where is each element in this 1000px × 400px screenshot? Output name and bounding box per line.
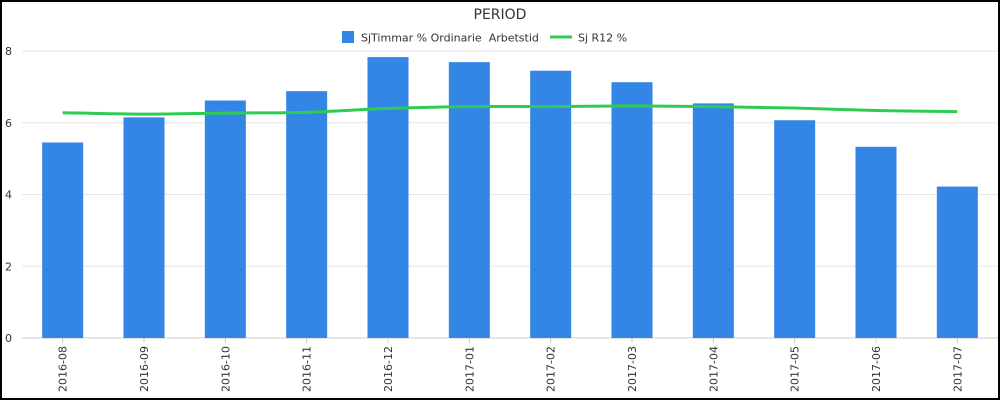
chart-title: PERIOD bbox=[474, 7, 527, 23]
x-tick-label: 2017-01 bbox=[463, 346, 476, 392]
bar[interactable] bbox=[611, 82, 653, 339]
bar-series bbox=[42, 57, 978, 339]
y-tick-label: 4 bbox=[5, 189, 12, 202]
bar[interactable] bbox=[42, 142, 84, 338]
bar[interactable] bbox=[448, 62, 490, 339]
x-tick-label: 2016-12 bbox=[382, 346, 395, 392]
x-tick-label: 2016-08 bbox=[57, 346, 70, 392]
x-tick-label: 2017-05 bbox=[789, 346, 802, 392]
x-axis: 2016-08 2016-09 2016-10 2016-11 2016-12 2017-… bbox=[57, 338, 964, 392]
bar[interactable] bbox=[367, 57, 409, 338]
legend-label-line: Sj R12 % bbox=[578, 32, 627, 45]
y-tick-label: 0 bbox=[5, 332, 12, 345]
r12-line[interactable] bbox=[62, 104, 958, 116]
y-axis: 0 2 4 6 8 bbox=[5, 45, 12, 345]
x-tick-label: 2017-07 bbox=[951, 346, 964, 392]
x-tick-label: 2017-04 bbox=[707, 346, 720, 392]
bar[interactable] bbox=[855, 146, 897, 338]
legend[interactable]: SjTimmar % Ordinarie Arbetstid Sj R12 % bbox=[342, 31, 627, 45]
bar[interactable] bbox=[286, 91, 328, 339]
y-tick-label: 2 bbox=[5, 260, 12, 273]
y-tick-label: 6 bbox=[5, 117, 12, 130]
y-tick-label: 8 bbox=[5, 45, 12, 58]
bar[interactable] bbox=[936, 186, 978, 338]
bar[interactable] bbox=[774, 120, 816, 339]
bar[interactable] bbox=[692, 103, 734, 338]
x-tick-label: 2016-11 bbox=[301, 346, 314, 392]
legend-swatch-bar bbox=[342, 31, 354, 43]
bar[interactable] bbox=[123, 117, 165, 339]
grid-lines bbox=[22, 50, 998, 339]
bar[interactable] bbox=[530, 70, 572, 338]
x-tick-label: 2017-02 bbox=[545, 346, 558, 392]
x-tick-label: 2017-03 bbox=[626, 346, 639, 392]
x-tick-label: 2016-09 bbox=[138, 346, 151, 392]
bar[interactable] bbox=[204, 100, 246, 338]
x-tick-label: 2016-10 bbox=[219, 346, 232, 392]
legend-label-bar: SjTimmar % Ordinarie Arbetstid bbox=[361, 32, 539, 45]
x-tick-label: 2017-06 bbox=[870, 346, 883, 392]
line-series bbox=[62, 104, 958, 116]
